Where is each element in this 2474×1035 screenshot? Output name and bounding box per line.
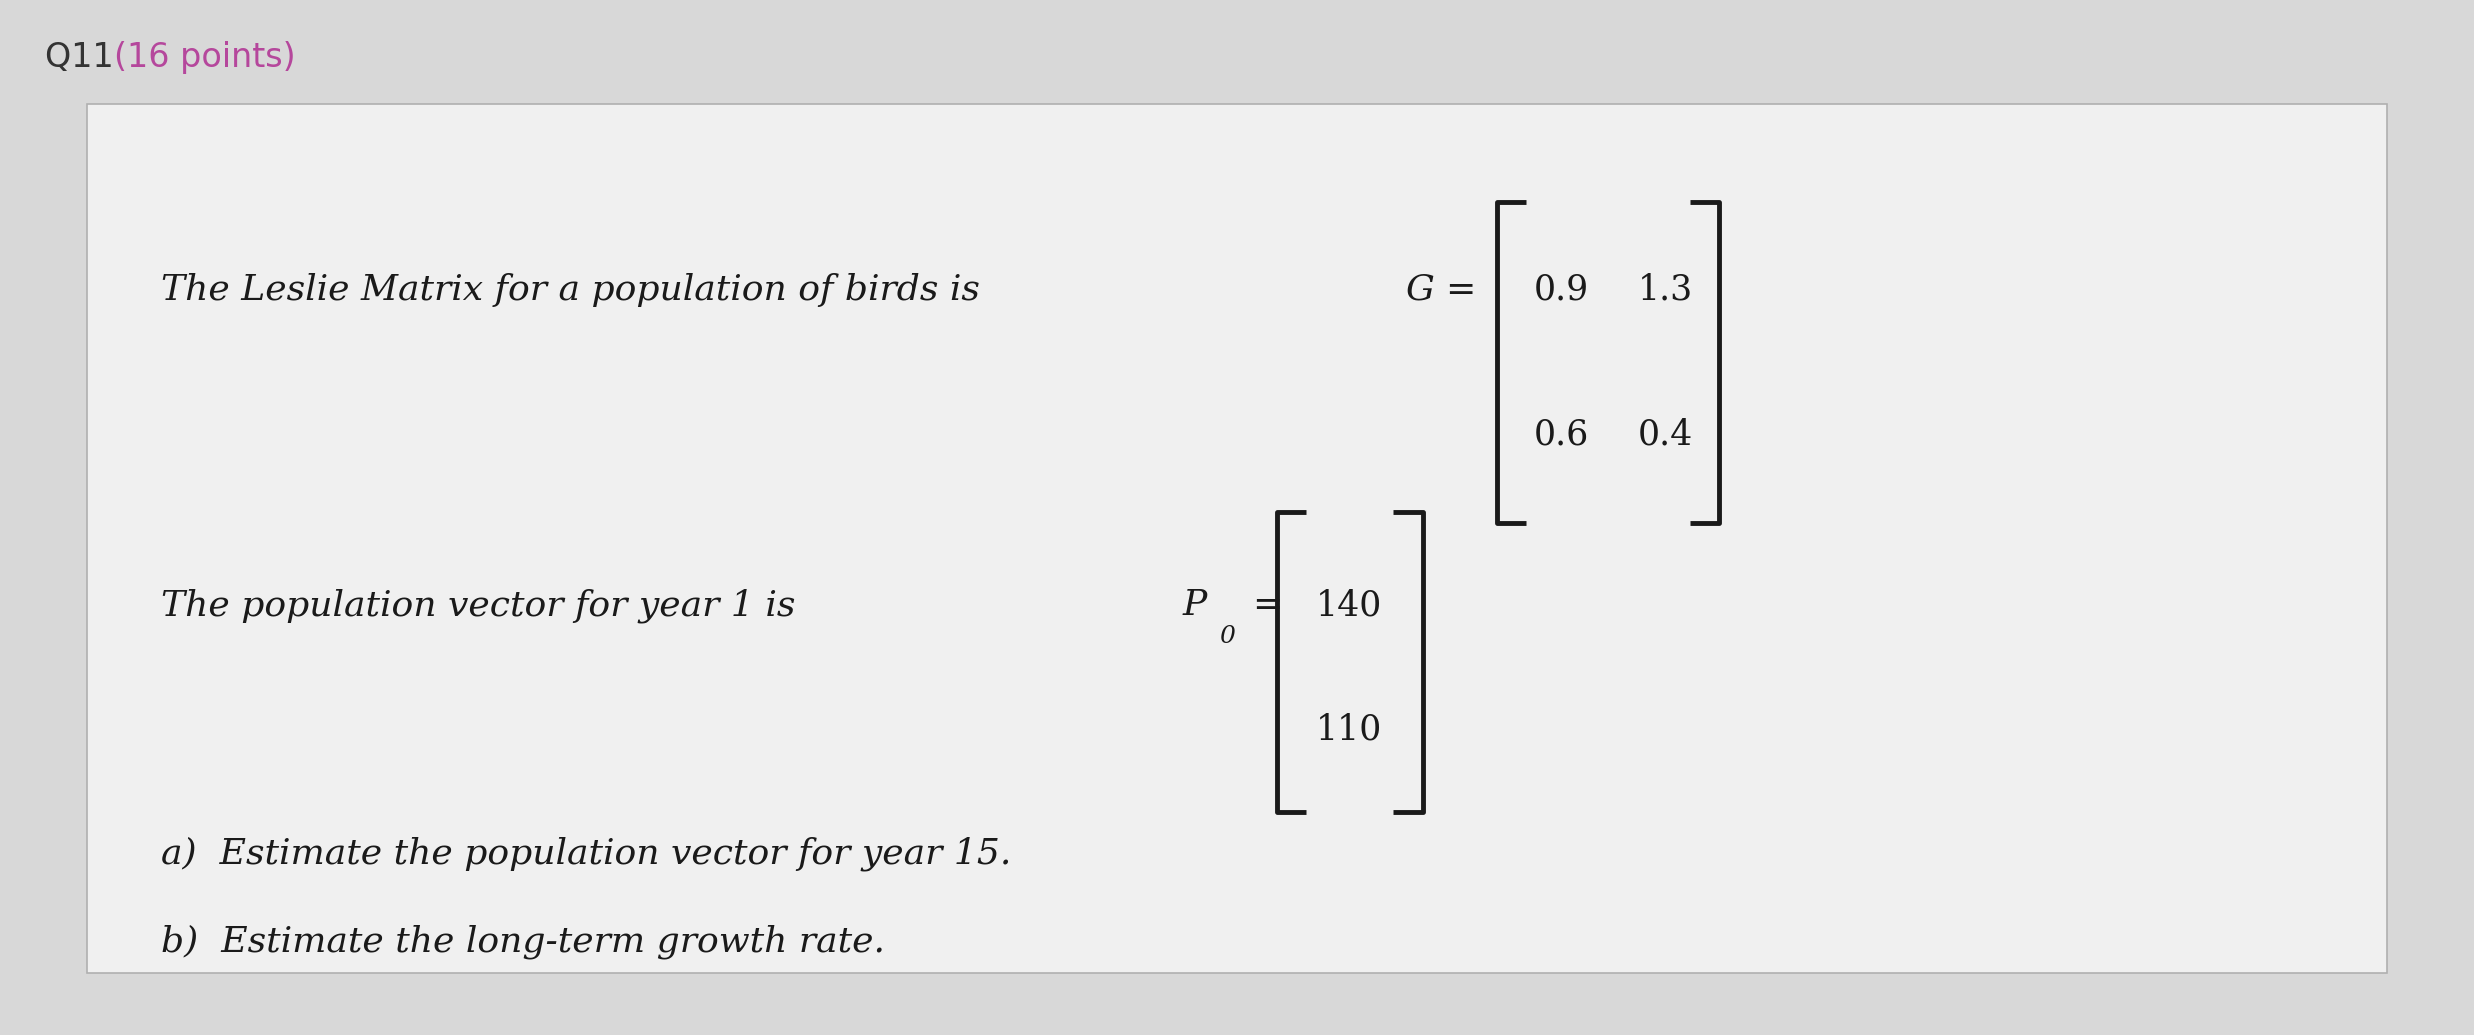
Text: G: G <box>1405 273 1435 306</box>
Text: 0: 0 <box>1220 625 1235 648</box>
Text: =: = <box>1445 273 1475 306</box>
Text: 1.3: 1.3 <box>1638 273 1692 306</box>
Text: The population vector for year 1 is: The population vector for year 1 is <box>161 588 807 623</box>
Text: 0.4: 0.4 <box>1638 418 1692 451</box>
Text: 140: 140 <box>1316 589 1383 622</box>
Text: 0.6: 0.6 <box>1534 418 1588 451</box>
Text: The Leslie Matrix for a population of birds is: The Leslie Matrix for a population of bi… <box>161 273 992 306</box>
Text: =: = <box>1252 589 1282 622</box>
Text: P: P <box>1183 589 1207 622</box>
Text: 0.9: 0.9 <box>1534 273 1588 306</box>
Text: a)  Estimate the population vector for year 15.: a) Estimate the population vector for ye… <box>161 836 1012 871</box>
Text: Q11: Q11 <box>45 41 124 75</box>
FancyBboxPatch shape <box>87 104 2387 973</box>
Text: 110: 110 <box>1316 713 1383 746</box>
Text: b)  Estimate the long-term growth rate.: b) Estimate the long-term growth rate. <box>161 924 886 959</box>
Text: (16 points): (16 points) <box>114 41 294 75</box>
